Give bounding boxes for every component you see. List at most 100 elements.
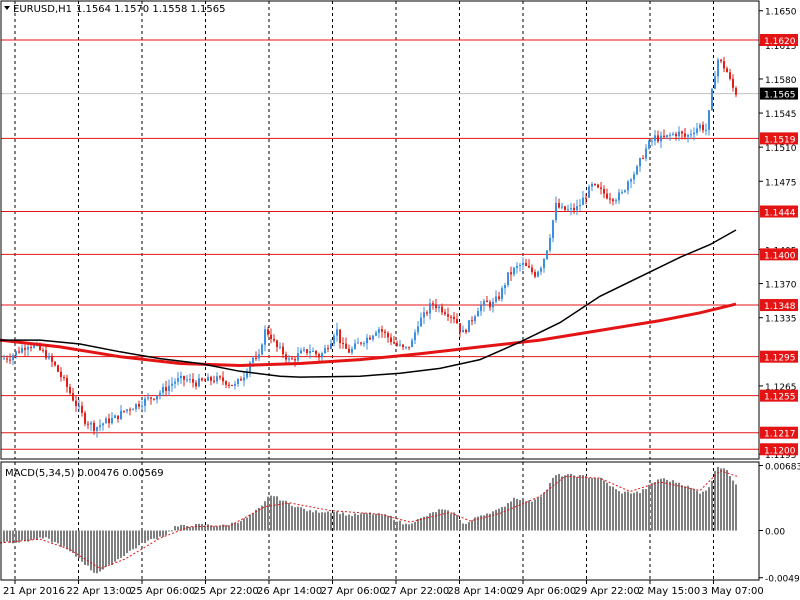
macd-histogram-bar <box>450 513 452 531</box>
bear-candle <box>393 342 395 344</box>
bear-candle <box>42 349 44 351</box>
bull-candle <box>312 351 314 353</box>
bull-candle <box>411 340 413 348</box>
macd-histogram-bar <box>171 530 173 532</box>
macd-histogram-bar <box>483 515 485 531</box>
bear-candle <box>54 361 56 366</box>
macd-histogram-bar <box>240 521 242 531</box>
bull-candle <box>495 296 497 302</box>
bull-candle <box>714 76 716 89</box>
x-tick-label: 27 Apr 06:00 <box>321 586 386 597</box>
bear-candle <box>681 131 683 134</box>
macd-histogram-bar <box>360 513 362 531</box>
bull-candle <box>168 385 170 392</box>
macd-histogram-bar <box>321 512 323 531</box>
macd-histogram-bar <box>561 476 563 531</box>
bear-candle <box>471 320 473 322</box>
bull-candle <box>621 191 623 193</box>
y-tick-label: 1.1580 <box>765 76 797 86</box>
macd-histogram-bar <box>3 530 5 543</box>
bull-candle <box>699 124 701 129</box>
bull-candle <box>309 351 311 354</box>
bear-candle <box>339 329 341 344</box>
bull-candle <box>234 384 236 386</box>
bull-candle <box>375 332 377 336</box>
bear-candle <box>213 380 215 382</box>
macd-histogram-bar <box>675 482 677 531</box>
bull-candle <box>162 387 164 393</box>
bear-candle <box>396 343 398 346</box>
dropdown-triangle-icon[interactable] <box>4 6 10 10</box>
macd-histogram-bar <box>642 489 644 531</box>
price-level-badge-label: 1.1255 <box>764 393 796 403</box>
macd-histogram-bar <box>582 475 584 531</box>
y-tick-label: 1.1370 <box>765 281 797 291</box>
macd-histogram-bar <box>66 530 68 550</box>
macd-histogram-bar <box>72 530 74 553</box>
bear-candle <box>387 332 389 338</box>
macd-histogram-bar <box>294 507 296 531</box>
macd-histogram-bar <box>162 530 164 537</box>
macd-histogram-bar <box>435 512 437 531</box>
bear-candle <box>528 265 530 268</box>
bear-candle <box>435 304 437 309</box>
macd-histogram-bar <box>486 513 488 531</box>
price-level-badge-label: 1.1400 <box>764 251 796 261</box>
bull-candle <box>555 202 557 221</box>
bull-candle <box>522 262 524 266</box>
bull-candle <box>90 422 92 425</box>
bear-candle <box>675 133 677 137</box>
x-tick-label: 28 Apr 14:00 <box>448 586 513 597</box>
macd-histogram-bar <box>111 530 113 565</box>
bull-candle <box>660 135 662 142</box>
macd-histogram-bar <box>102 530 104 570</box>
bear-candle <box>381 329 383 332</box>
macd-histogram-bar <box>441 509 443 531</box>
bull-candle <box>279 346 281 348</box>
macd-histogram-bar <box>75 530 77 557</box>
bear-candle <box>459 323 461 333</box>
bull-candle <box>351 348 353 353</box>
bull-candle <box>363 343 365 345</box>
bull-candle <box>261 344 263 355</box>
x-tick-label: 21 Apr 2016 <box>3 586 65 597</box>
macd-histogram-bar <box>531 501 533 531</box>
bull-candle <box>105 418 107 424</box>
macd-histogram-bar <box>222 524 224 531</box>
macd-histogram-bar <box>732 480 734 531</box>
macd-histogram-bar <box>96 530 98 574</box>
macd-histogram-bar <box>426 516 428 531</box>
macd-histogram-bar <box>180 524 182 531</box>
macd-histogram-bar <box>126 530 128 554</box>
macd-histogram-bar <box>558 474 560 531</box>
macd-histogram-bar <box>729 476 731 531</box>
bull-candle <box>249 362 251 373</box>
bull-candle <box>477 311 479 317</box>
macd-histogram-bar <box>69 530 71 552</box>
macd-histogram-bar <box>369 512 371 531</box>
bear-candle <box>153 398 155 400</box>
macd-histogram-bar <box>456 514 458 531</box>
bear-candle <box>723 61 725 69</box>
bear-candle <box>285 354 287 360</box>
macd-histogram-bar <box>141 530 143 543</box>
bear-candle <box>222 377 224 382</box>
bull-candle <box>615 200 617 202</box>
macd-histogram-bar <box>291 505 293 531</box>
bull-candle <box>474 316 476 322</box>
macd-histogram-bar <box>480 515 482 531</box>
macd-histogram-bar <box>402 524 404 531</box>
bear-candle <box>345 343 347 349</box>
macd-histogram-bar <box>546 489 548 531</box>
macd-histogram-bar <box>351 515 353 531</box>
macd-histogram-bar <box>51 530 53 543</box>
bear-candle <box>225 381 227 385</box>
macd-histogram-bar <box>210 525 212 531</box>
bull-candle <box>519 265 521 267</box>
bull-candle <box>237 378 239 385</box>
bull-candle <box>96 427 98 431</box>
macd-histogram-bar <box>612 486 614 531</box>
sma-fast-line <box>0 302 737 368</box>
bull-candle <box>513 267 515 275</box>
macd-histogram-bar <box>573 475 575 531</box>
